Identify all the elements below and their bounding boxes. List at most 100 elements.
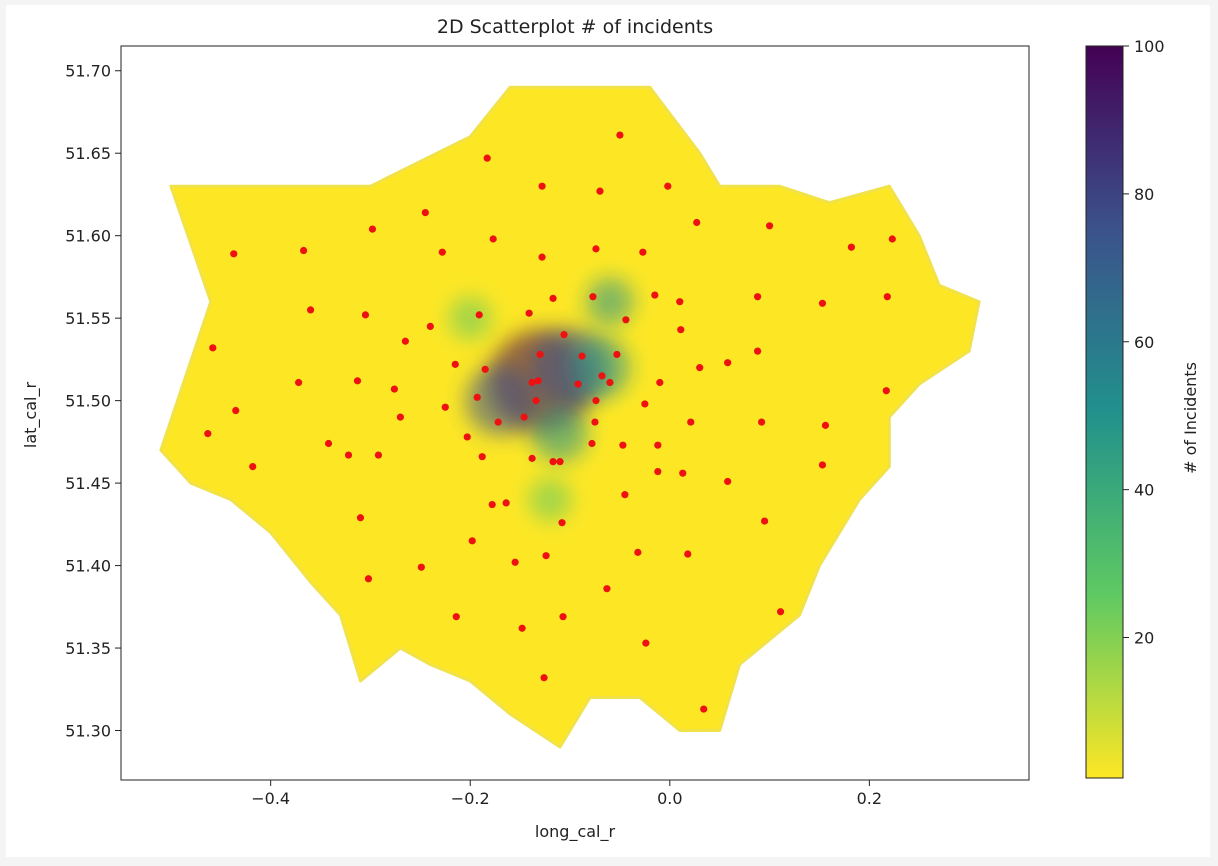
station-point: [489, 235, 497, 243]
station-point: [368, 225, 377, 233]
station-point: [818, 461, 827, 469]
colorbar: 20 40 60 80 100 # of Incidents: [1085, 37, 1200, 779]
station-point: [483, 154, 491, 162]
density-hotspot: [528, 477, 572, 522]
density-hotspot: [585, 277, 634, 326]
station-point: [776, 608, 785, 616]
colorbar-tick-label: 60: [1134, 333, 1154, 352]
station-point: [421, 208, 429, 217]
y-tick-label: 51.60: [65, 227, 111, 246]
station-point: [426, 322, 434, 331]
station-point: [324, 439, 333, 448]
station-point: [417, 563, 425, 571]
x-tick-label: 0.0: [657, 789, 682, 808]
y-axis-ticks: 51.30 51.35 51.40 51.45 51.50 51.55 51.60 51.65…: [65, 62, 121, 741]
station-point: [528, 378, 536, 387]
y-tick-label: 51.40: [65, 557, 111, 576]
station-point: [401, 337, 409, 345]
station-point: [821, 421, 830, 429]
colorbar-tick-label: 100: [1134, 37, 1165, 56]
station-point: [641, 400, 649, 408]
x-axis-ticks: −0.4 −0.2 0.0 0.2: [251, 780, 882, 808]
colorbar-tick-label: 20: [1134, 629, 1154, 648]
station-point: [452, 613, 460, 621]
station-point: [591, 418, 599, 426]
y-tick-label: 51.50: [65, 392, 111, 411]
station-point: [295, 378, 303, 387]
station-point: [540, 674, 548, 682]
x-axis-label: long_cal_r: [535, 822, 616, 842]
chart-title: 2D Scatterplot # of incidents: [437, 16, 713, 38]
station-point: [664, 182, 672, 190]
station-point: [518, 624, 526, 632]
station-point: [494, 418, 502, 426]
station-point: [679, 469, 687, 477]
station-point: [596, 187, 604, 195]
colorbar-tick-label: 40: [1134, 481, 1154, 500]
station-point: [468, 537, 476, 545]
station-point: [592, 397, 600, 405]
station-point: [724, 477, 732, 486]
station-point: [613, 350, 621, 359]
station-point: [481, 365, 489, 373]
station-point: [588, 439, 596, 448]
station-point: [556, 458, 564, 466]
station-point: [757, 418, 766, 426]
station-point: [463, 433, 471, 441]
station-point: [488, 500, 496, 509]
station-point: [753, 347, 762, 355]
station-point: [230, 250, 238, 258]
station-point: [441, 403, 449, 411]
station-point: [560, 331, 568, 339]
station-point: [374, 451, 383, 459]
density-hotspot: [448, 296, 492, 340]
colorbar-label: # of Incidents: [1181, 362, 1200, 474]
station-point: [438, 248, 446, 256]
station-point: [451, 360, 459, 368]
station-point: [306, 306, 315, 314]
station-point: [520, 413, 528, 421]
scatter-chart: 2D Scatterplot # of incidents −0.4 −0.2 0.…: [21, 16, 1200, 842]
station-point: [549, 458, 557, 466]
x-tick-label: −0.4: [251, 789, 290, 808]
station-point: [559, 613, 567, 621]
station-point: [542, 552, 550, 560]
colorbar-tick-label: 80: [1134, 185, 1154, 204]
station-point: [677, 326, 685, 334]
station-point: [818, 299, 827, 307]
station-point: [619, 441, 627, 449]
station-point: [511, 558, 519, 566]
station-point: [651, 291, 659, 299]
station-point: [478, 453, 486, 461]
station-point: [700, 705, 708, 713]
station-point: [344, 451, 353, 459]
station-point: [642, 639, 650, 647]
station-point: [525, 309, 533, 317]
y-tick-label: 51.45: [65, 474, 111, 493]
station-point: [249, 463, 257, 471]
colorbar-gradient: [1085, 45, 1124, 779]
station-point: [232, 406, 240, 415]
station-point: [204, 430, 212, 438]
station-point: [621, 491, 629, 499]
station-point: [888, 235, 896, 243]
station-point: [532, 397, 540, 405]
station-point: [724, 359, 732, 367]
station-point: [622, 316, 630, 324]
station-point: [353, 377, 362, 385]
station-point: [475, 311, 483, 319]
station-point: [847, 243, 855, 251]
station-point: [538, 253, 546, 261]
station-point: [209, 344, 217, 352]
station-point: [696, 364, 704, 372]
y-tick-label: 51.65: [65, 144, 111, 163]
density-hotspot: [569, 336, 631, 399]
station-point: [616, 131, 624, 139]
station-point: [299, 246, 308, 255]
y-tick-label: 51.35: [65, 639, 111, 658]
station-point: [536, 350, 544, 359]
plot-frame: [120, 45, 1030, 781]
station-point: [760, 517, 769, 525]
colorbar-ticks: 20 40 60 80 100: [1123, 37, 1165, 648]
station-point: [654, 467, 662, 476]
